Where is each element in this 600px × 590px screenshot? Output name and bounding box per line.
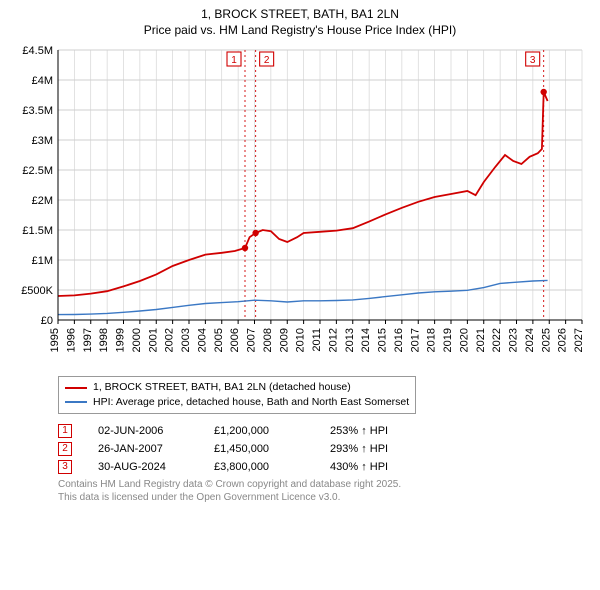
chart-svg: £0 £500K £1M £1.5M £2M £2.5M £3M £3.5M £4M £4.5M 1… <box>8 42 592 372</box>
svg-text:2010: 2010 <box>295 328 307 352</box>
titles: 1, BROCK STREET, BATH, BA1 2LN Price pai… <box>8 6 592 38</box>
chart: £0 £500K £1M £1.5M £2M £2.5M £3M £3.5M £4M £4.5M 1… <box>8 42 592 372</box>
svg-text:1998: 1998 <box>98 328 110 352</box>
svg-text:2018: 2018 <box>426 328 438 352</box>
svg-text:£3M: £3M <box>32 135 53 147</box>
transaction-pct: 293% ↑ HPI <box>330 443 440 455</box>
svg-text:2019: 2019 <box>442 328 454 352</box>
legend-label: HPI: Average price, detached house, Bath… <box>93 395 409 410</box>
svg-text:2025: 2025 <box>540 328 552 352</box>
svg-text:1997: 1997 <box>82 328 94 352</box>
svg-text:1995: 1995 <box>49 328 61 352</box>
legend-item: HPI: Average price, detached house, Bath… <box>65 395 409 410</box>
svg-text:2000: 2000 <box>131 328 143 352</box>
svg-text:1996: 1996 <box>65 328 77 352</box>
transaction-marker: 2 <box>58 442 72 456</box>
svg-text:1: 1 <box>231 55 237 66</box>
svg-text:1999: 1999 <box>115 328 127 352</box>
transactions-table: 1 02-JUN-2006 £1,200,000 253% ↑ HPI 2 26-JAN-… <box>58 424 592 474</box>
svg-text:£2M: £2M <box>32 195 53 207</box>
transaction-marker: 1 <box>58 424 72 438</box>
svg-text:£1.5M: £1.5M <box>22 225 53 237</box>
transaction-price: £3,800,000 <box>214 461 304 473</box>
transaction-row: 1 02-JUN-2006 £1,200,000 253% ↑ HPI <box>58 424 592 438</box>
transaction-pct: 430% ↑ HPI <box>330 461 440 473</box>
svg-text:£4M: £4M <box>32 75 53 87</box>
svg-text:2022: 2022 <box>491 328 503 352</box>
svg-text:2026: 2026 <box>557 328 569 352</box>
svg-text:2003: 2003 <box>180 328 192 352</box>
svg-text:£1M: £1M <box>32 255 53 267</box>
svg-text:2002: 2002 <box>164 328 176 352</box>
transaction-price: £1,450,000 <box>214 443 304 455</box>
svg-text:£0: £0 <box>41 315 53 327</box>
svg-text:2023: 2023 <box>508 328 520 352</box>
svg-text:2007: 2007 <box>246 328 258 352</box>
svg-text:2006: 2006 <box>229 328 241 352</box>
svg-text:2014: 2014 <box>360 328 372 352</box>
svg-text:£3.5M: £3.5M <box>22 105 53 117</box>
svg-text:2012: 2012 <box>327 328 339 352</box>
svg-text:2013: 2013 <box>344 328 356 352</box>
legend-item: 1, BROCK STREET, BATH, BA1 2LN (detached… <box>65 380 409 395</box>
transaction-pct: 253% ↑ HPI <box>330 425 440 437</box>
svg-text:£4.5M: £4.5M <box>22 45 53 57</box>
svg-text:2020: 2020 <box>458 328 470 352</box>
svg-text:2021: 2021 <box>475 328 487 352</box>
transaction-price: £1,200,000 <box>214 425 304 437</box>
chart-container: 1, BROCK STREET, BATH, BA1 2LN Price pai… <box>0 0 600 512</box>
svg-text:2015: 2015 <box>377 328 389 352</box>
marker-dot-1 <box>242 245 248 251</box>
marker-dot-3 <box>540 89 546 95</box>
svg-text:2011: 2011 <box>311 328 323 352</box>
footer-line1: Contains HM Land Registry data © Crown c… <box>58 478 592 491</box>
svg-text:2024: 2024 <box>524 328 536 352</box>
svg-text:2004: 2004 <box>196 328 208 352</box>
svg-text:2016: 2016 <box>393 328 405 352</box>
legend: 1, BROCK STREET, BATH, BA1 2LN (detached… <box>58 376 416 413</box>
transaction-row: 2 26-JAN-2007 £1,450,000 293% ↑ HPI <box>58 442 592 456</box>
svg-text:2005: 2005 <box>213 328 225 352</box>
legend-swatch <box>65 387 87 389</box>
svg-text:2017: 2017 <box>409 328 421 352</box>
svg-text:2001: 2001 <box>147 328 159 352</box>
svg-text:£500K: £500K <box>21 285 53 297</box>
footer-line2: This data is licensed under the Open Gov… <box>58 491 592 504</box>
title-line2: Price paid vs. HM Land Registry's House … <box>8 22 592 38</box>
transaction-row: 3 30-AUG-2024 £3,800,000 430% ↑ HPI <box>58 460 592 474</box>
transaction-date: 26-JAN-2007 <box>98 443 188 455</box>
svg-text:£2.5M: £2.5M <box>22 165 53 177</box>
svg-text:2: 2 <box>264 55 270 66</box>
transaction-date: 30-AUG-2024 <box>98 461 188 473</box>
svg-text:2009: 2009 <box>278 328 290 352</box>
legend-label: 1, BROCK STREET, BATH, BA1 2LN (detached… <box>93 380 351 395</box>
svg-text:2008: 2008 <box>262 328 274 352</box>
legend-swatch <box>65 401 87 403</box>
title-line1: 1, BROCK STREET, BATH, BA1 2LN <box>8 6 592 22</box>
svg-text:2027: 2027 <box>573 328 585 352</box>
svg-text:3: 3 <box>530 55 536 66</box>
footer: Contains HM Land Registry data © Crown c… <box>58 478 592 504</box>
transaction-marker: 3 <box>58 460 72 474</box>
marker-dot-2 <box>252 230 258 236</box>
transaction-date: 02-JUN-2006 <box>98 425 188 437</box>
